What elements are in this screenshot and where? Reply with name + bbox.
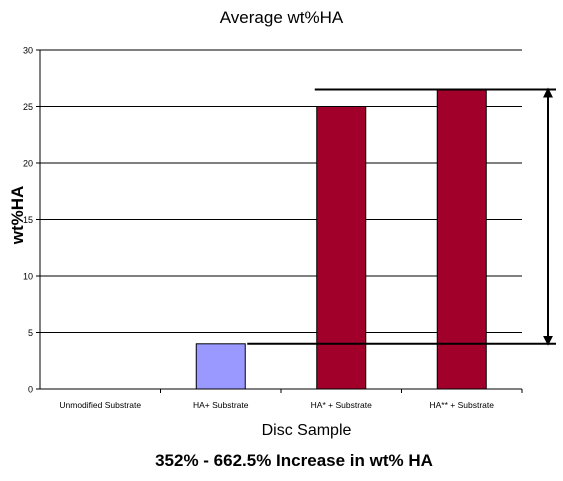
x-tick-label: HA* + Substrate — [311, 400, 372, 410]
x-tick-label: Unmodified Substrate — [59, 400, 141, 410]
x-tick-label: HA** + Substrate — [430, 400, 495, 410]
chart-caption: 352% - 662.5% Increase in wt% HA — [155, 451, 433, 470]
y-tick-label: 0 — [28, 385, 33, 395]
bar — [316, 106, 367, 390]
y-tick-label: 10 — [23, 272, 33, 282]
y-tick-label: 20 — [23, 159, 33, 169]
bar — [436, 89, 487, 390]
chart-title: Average wt%HA — [219, 8, 344, 27]
y-tick-label: 30 — [23, 46, 33, 56]
x-tick-label: HA+ Substrate — [193, 400, 249, 410]
y-tick-label: 15 — [23, 215, 33, 225]
y-tick-label: 25 — [23, 102, 33, 112]
y-tick-label: 5 — [28, 328, 33, 338]
x-axis-label: Disc Sample — [261, 422, 352, 439]
bar — [195, 343, 246, 390]
